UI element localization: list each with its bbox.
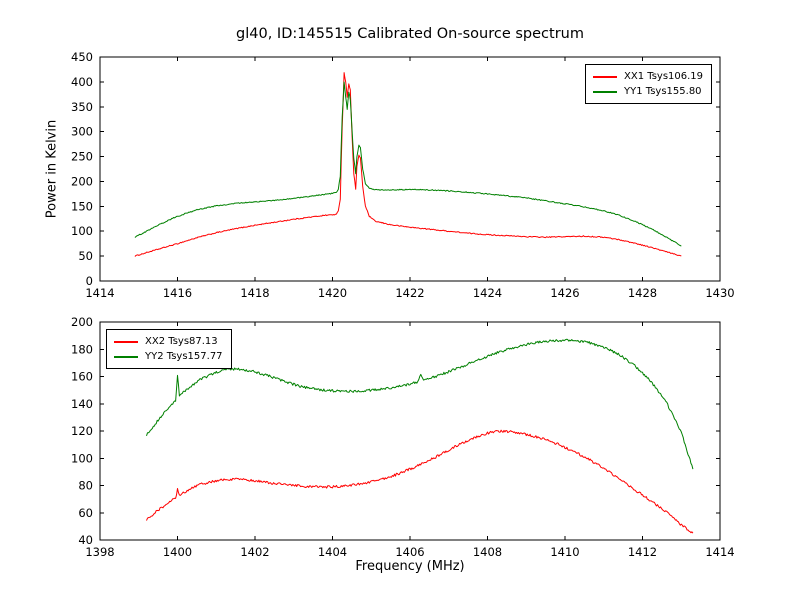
y-tick-label: 350 bbox=[71, 100, 93, 114]
y-tick-label: 180 bbox=[71, 342, 93, 356]
legend-top-chart: XX1 Tsys106.19 YY1 Tsys155.80 bbox=[585, 64, 713, 104]
y-tick-label: 120 bbox=[71, 424, 93, 438]
x-tick-label: 1414 bbox=[705, 545, 734, 559]
y-axis-label: Power in Kelvin bbox=[44, 119, 60, 219]
y-tick-label: 60 bbox=[78, 506, 93, 520]
y-tick-label: 100 bbox=[71, 224, 93, 238]
x-tick-label: 1416 bbox=[163, 286, 192, 300]
x-tick-label: 1418 bbox=[240, 286, 269, 300]
x-tick-label: 1420 bbox=[318, 286, 347, 300]
x-tick-label: 1424 bbox=[473, 286, 502, 300]
x-tick-label: 1398 bbox=[85, 545, 114, 559]
legend-label: XX1 Tsys106.19 bbox=[624, 70, 704, 82]
legend-label: YY2 Tsys157.77 bbox=[145, 350, 223, 362]
y-tick-label: 80 bbox=[78, 479, 93, 493]
legend-line-sample bbox=[114, 355, 138, 358]
series-line bbox=[146, 429, 694, 534]
x-tick-label: 1402 bbox=[240, 545, 269, 559]
legend-entry: XX1 Tsys106.19 bbox=[593, 69, 703, 84]
y-tick-label: 140 bbox=[71, 397, 93, 411]
x-tick-label: 1426 bbox=[550, 286, 579, 300]
y-tick-label: 100 bbox=[71, 451, 93, 465]
x-tick-label: 1422 bbox=[395, 286, 424, 300]
series-line bbox=[134, 72, 682, 257]
x-tick-label: 1410 bbox=[550, 545, 579, 559]
y-tick-label: 50 bbox=[78, 249, 93, 263]
x-tick-label: 1412 bbox=[628, 545, 657, 559]
x-axis-label: Frequency (MHz) bbox=[355, 559, 465, 574]
legend-entry: YY2 Tsys157.77 bbox=[114, 349, 223, 364]
y-tick-label: 150 bbox=[71, 199, 93, 213]
legend-line-sample bbox=[593, 75, 617, 78]
y-tick-label: 40 bbox=[78, 533, 93, 547]
x-tick-label: 1414 bbox=[85, 286, 114, 300]
legend-line-sample bbox=[593, 90, 617, 93]
legend-line-sample bbox=[114, 340, 138, 343]
y-tick-label: 400 bbox=[71, 75, 93, 89]
y-tick-label: 450 bbox=[71, 50, 93, 64]
x-tick-label: 1404 bbox=[318, 545, 347, 559]
chart-title: gl40, ID:145515 Calibrated On-source spe… bbox=[236, 26, 584, 42]
legend-entry: XX2 Tsys87.13 bbox=[114, 334, 223, 349]
y-tick-label: 250 bbox=[71, 150, 93, 164]
series-line bbox=[146, 338, 694, 470]
legend-label: XX2 Tsys87.13 bbox=[145, 335, 218, 347]
legend-entry: YY1 Tsys155.80 bbox=[593, 84, 703, 99]
x-tick-label: 1400 bbox=[163, 545, 192, 559]
legend-bottom-chart: XX2 Tsys87.13 YY2 Tsys157.77 bbox=[106, 329, 232, 369]
x-tick-label: 1406 bbox=[395, 545, 424, 559]
x-tick-label: 1430 bbox=[705, 286, 734, 300]
x-tick-label: 1408 bbox=[473, 545, 502, 559]
y-tick-label: 200 bbox=[71, 315, 93, 329]
y-tick-label: 160 bbox=[71, 370, 93, 384]
series-line bbox=[134, 81, 682, 247]
x-tick-label: 1428 bbox=[628, 286, 657, 300]
y-tick-label: 200 bbox=[71, 174, 93, 188]
y-tick-label: 300 bbox=[71, 125, 93, 139]
legend-label: YY1 Tsys155.80 bbox=[624, 85, 702, 97]
y-tick-label: 0 bbox=[86, 274, 93, 288]
